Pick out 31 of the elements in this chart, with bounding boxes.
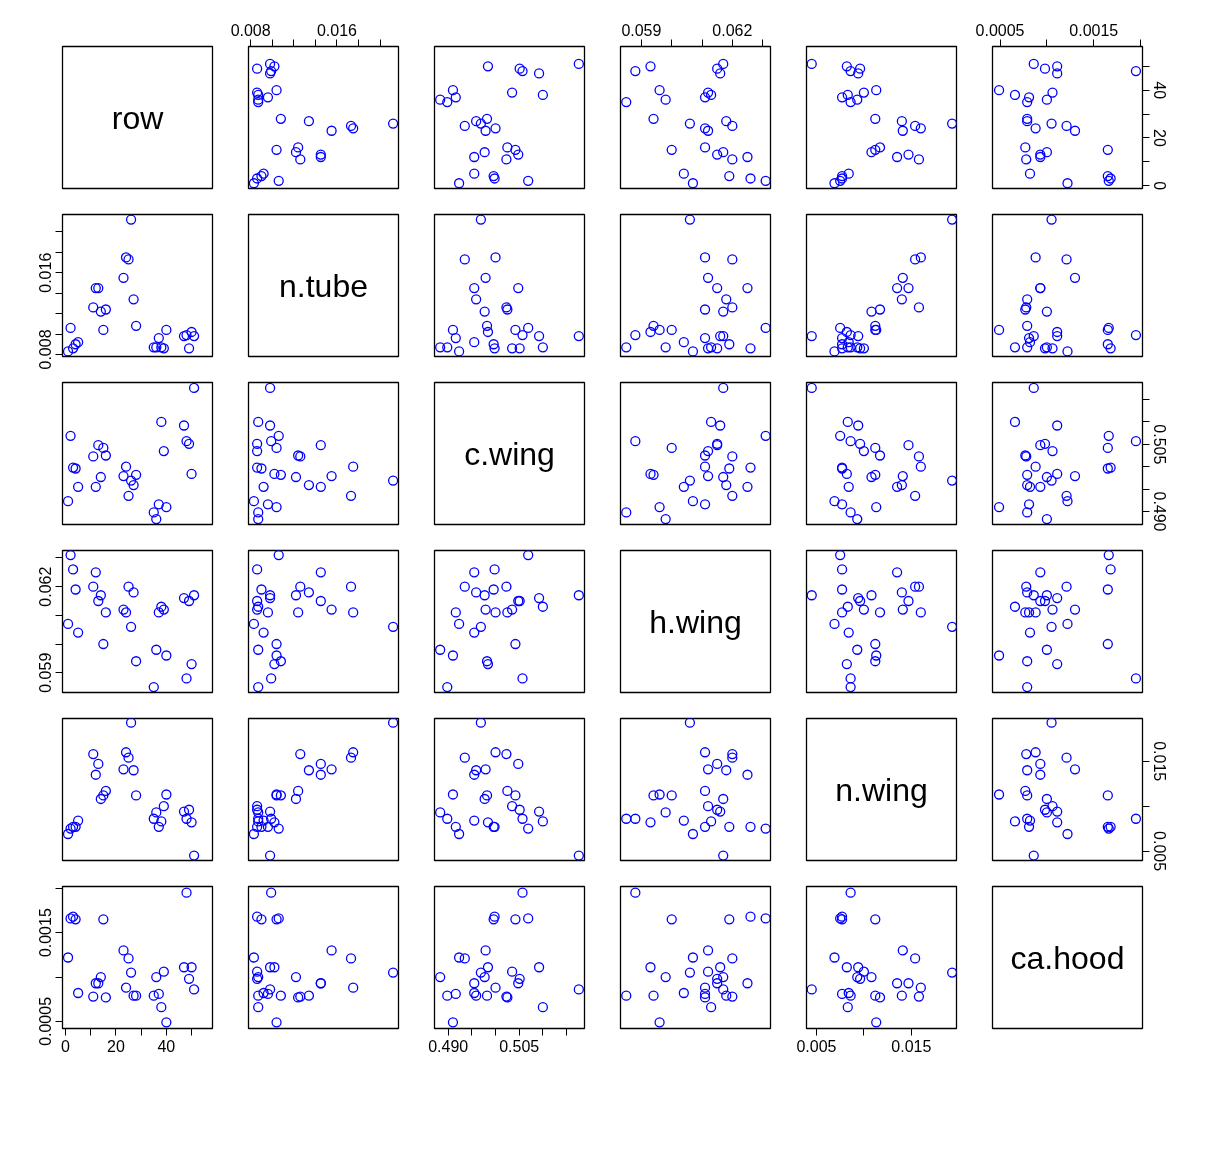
y-tick-label: 0.005	[1150, 831, 1168, 872]
text: n.tube	[279, 267, 368, 304]
text: n.wing	[835, 771, 928, 808]
y-tick-label: 0.505	[1150, 424, 1168, 465]
x-tick-label: 0.0005	[975, 21, 1025, 39]
x-tick-label: 0.008	[230, 21, 271, 39]
x-tick-label: 0.059	[621, 21, 662, 39]
x-tick-label: 0.505	[499, 1037, 540, 1055]
x-tick-label: 0	[61, 1037, 71, 1055]
y-tick-label: 0	[1150, 181, 1168, 191]
x-tick-label: 0.005	[796, 1037, 837, 1055]
y-tick-label: 20	[1150, 129, 1168, 147]
x-tick-label: 0.490	[428, 1037, 469, 1055]
text: row	[111, 99, 165, 136]
text: h.wing	[649, 603, 742, 640]
y-tick-label: 40	[1150, 81, 1168, 100]
x-tick-label: 40	[157, 1037, 176, 1055]
text: c.wing	[464, 435, 555, 472]
x-tick-label: 0.0015	[1069, 21, 1119, 39]
y-tick-label: 0.008	[37, 329, 55, 370]
y-tick-label: 0.016	[37, 252, 55, 293]
x-tick-label: 0.062	[712, 21, 753, 39]
x-tick-label: 20	[107, 1037, 125, 1055]
y-tick-label: 0.062	[37, 566, 55, 607]
x-tick-label: 0.016	[316, 21, 358, 39]
text: ca.hood	[1010, 939, 1125, 976]
y-tick-label: 0.059	[37, 652, 55, 693]
x-tick-label: 0.015	[891, 1037, 932, 1055]
y-tick-label: 0.015	[1150, 741, 1168, 782]
y-tick-label: 0.490	[1150, 491, 1168, 532]
y-tick-label: 0.0015	[37, 908, 55, 958]
